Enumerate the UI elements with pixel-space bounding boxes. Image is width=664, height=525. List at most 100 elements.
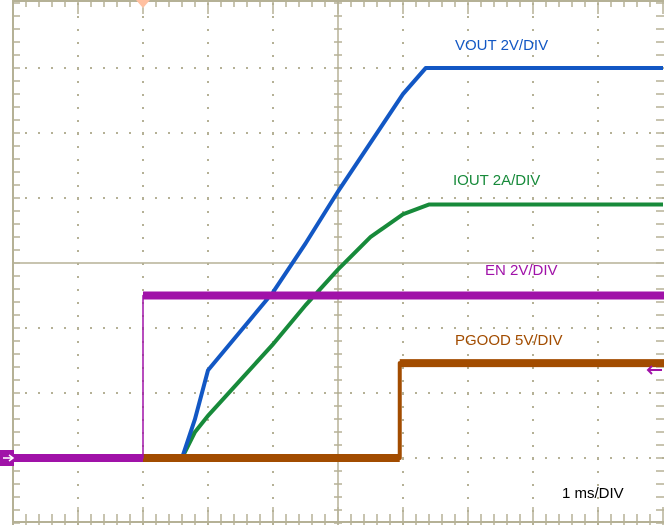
trace-iout (13, 202, 663, 460)
grid-dot (142, 55, 144, 57)
grid-dot (25, 197, 27, 199)
grid-dot (155, 327, 157, 329)
grid-dot (103, 327, 105, 329)
grid-dot (272, 29, 274, 31)
grid-dot (272, 185, 274, 187)
grid-dot (90, 197, 92, 199)
ground-arrow-icon (3, 454, 15, 462)
grid-dot (402, 263, 404, 265)
grid-dot (25, 67, 27, 69)
grid-dot (285, 392, 287, 394)
grid-dot (77, 392, 79, 394)
grid-dot (402, 172, 404, 174)
grid-dot (38, 327, 40, 329)
grid-dot (532, 81, 534, 83)
grid-dot (207, 29, 209, 31)
grid-dot (116, 132, 118, 134)
grid-dot (142, 197, 144, 199)
grid-dot (558, 327, 560, 329)
grid-dot (467, 55, 469, 57)
grid-dot (168, 67, 170, 69)
grid-dot (350, 132, 352, 134)
grid-dot (532, 380, 534, 382)
grid-dot (272, 315, 274, 317)
grid-dot (389, 132, 391, 134)
grid-dot (610, 327, 612, 329)
grid-dot (519, 132, 521, 134)
grid-dot (597, 185, 599, 187)
grid-dot (129, 132, 131, 134)
grid-dot (571, 197, 573, 199)
grid-dot (233, 67, 235, 69)
grid-dot (129, 392, 131, 394)
grid-dot (402, 445, 404, 447)
grid-dot (467, 172, 469, 174)
grid-dot (142, 120, 144, 122)
grid-dot (441, 327, 443, 329)
grid-dot (558, 197, 560, 199)
grid-dot (402, 55, 404, 57)
grid-dot (207, 55, 209, 57)
grid-dot (77, 445, 79, 447)
grid-dot (402, 419, 404, 421)
grid-dot (168, 327, 170, 329)
grid-dot (532, 55, 534, 57)
grid-dot (415, 132, 417, 134)
grid-dot (77, 67, 79, 69)
grid-dot (402, 16, 404, 18)
grid-dot (428, 457, 430, 459)
grid-dot (467, 276, 469, 278)
grid-dot (272, 237, 274, 239)
grid-dot (272, 159, 274, 161)
grid-dot (142, 107, 144, 109)
grid-dot (90, 392, 92, 394)
grid-dot (519, 392, 521, 394)
grid-dot (532, 107, 534, 109)
grid-dot (597, 250, 599, 252)
grid-dot (324, 67, 326, 69)
grid-dot (597, 211, 599, 213)
grid-dot (454, 327, 456, 329)
grid-dot (298, 132, 300, 134)
grid-dot (285, 197, 287, 199)
grid-dot (402, 120, 404, 122)
grid-dot (272, 197, 274, 199)
grid-dot (532, 263, 534, 265)
grid-dot (467, 484, 469, 486)
grid-dot (116, 392, 118, 394)
grid-dot (259, 327, 261, 329)
grid-dot (545, 197, 547, 199)
grid-dot (129, 67, 131, 69)
grid-dot (376, 327, 378, 329)
grid-dot (610, 197, 612, 199)
grid-dot (584, 327, 586, 329)
grid-dot (636, 457, 638, 459)
grid-dot (77, 497, 79, 499)
grid-dot (623, 132, 625, 134)
grid-dot (376, 67, 378, 69)
grid-dot (220, 67, 222, 69)
grid-dot (597, 457, 599, 459)
grid-dot (402, 289, 404, 291)
grid-dot (272, 367, 274, 369)
grid-dot (181, 67, 183, 69)
grid-dot (324, 392, 326, 394)
grid-dot (558, 132, 560, 134)
grid-dot (298, 327, 300, 329)
grid-dot (402, 471, 404, 473)
grid-dot (272, 380, 274, 382)
grid-dot (181, 327, 183, 329)
grid-dot (649, 132, 651, 134)
grid-dot (402, 432, 404, 434)
grid-dot (519, 197, 521, 199)
grid-dot (532, 211, 534, 213)
timebase-label: 1 ms/DIV (562, 485, 624, 502)
grid-dot (142, 484, 144, 486)
grid-dot (103, 132, 105, 134)
series-label-en: EN 2V/DIV (485, 262, 558, 279)
grid-dot (142, 237, 144, 239)
grid-dot (415, 392, 417, 394)
grid-dot (77, 224, 79, 226)
grid-dot (428, 392, 430, 394)
